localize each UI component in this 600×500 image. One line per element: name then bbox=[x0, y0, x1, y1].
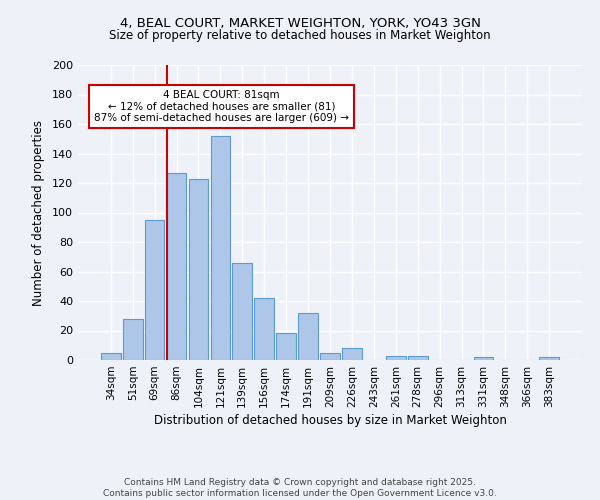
Text: 4 BEAL COURT: 81sqm
← 12% of detached houses are smaller (81)
87% of semi-detach: 4 BEAL COURT: 81sqm ← 12% of detached ho… bbox=[94, 90, 349, 124]
Bar bbox=[254, 298, 274, 360]
Bar bbox=[101, 352, 121, 360]
Text: Contains HM Land Registry data © Crown copyright and database right 2025.
Contai: Contains HM Land Registry data © Crown c… bbox=[103, 478, 497, 498]
Bar bbox=[298, 313, 318, 360]
Bar bbox=[211, 136, 230, 360]
Bar bbox=[539, 357, 559, 360]
Text: Size of property relative to detached houses in Market Weighton: Size of property relative to detached ho… bbox=[109, 29, 491, 42]
Bar bbox=[473, 357, 493, 360]
Bar bbox=[167, 172, 187, 360]
Bar bbox=[408, 356, 428, 360]
Bar bbox=[145, 220, 164, 360]
Text: 4, BEAL COURT, MARKET WEIGHTON, YORK, YO43 3GN: 4, BEAL COURT, MARKET WEIGHTON, YORK, YO… bbox=[119, 18, 481, 30]
Y-axis label: Number of detached properties: Number of detached properties bbox=[32, 120, 45, 306]
Bar bbox=[276, 334, 296, 360]
Bar bbox=[320, 352, 340, 360]
X-axis label: Distribution of detached houses by size in Market Weighton: Distribution of detached houses by size … bbox=[154, 414, 506, 427]
Bar bbox=[188, 178, 208, 360]
Bar bbox=[232, 262, 252, 360]
Bar bbox=[123, 318, 143, 360]
Bar bbox=[386, 356, 406, 360]
Bar bbox=[342, 348, 362, 360]
